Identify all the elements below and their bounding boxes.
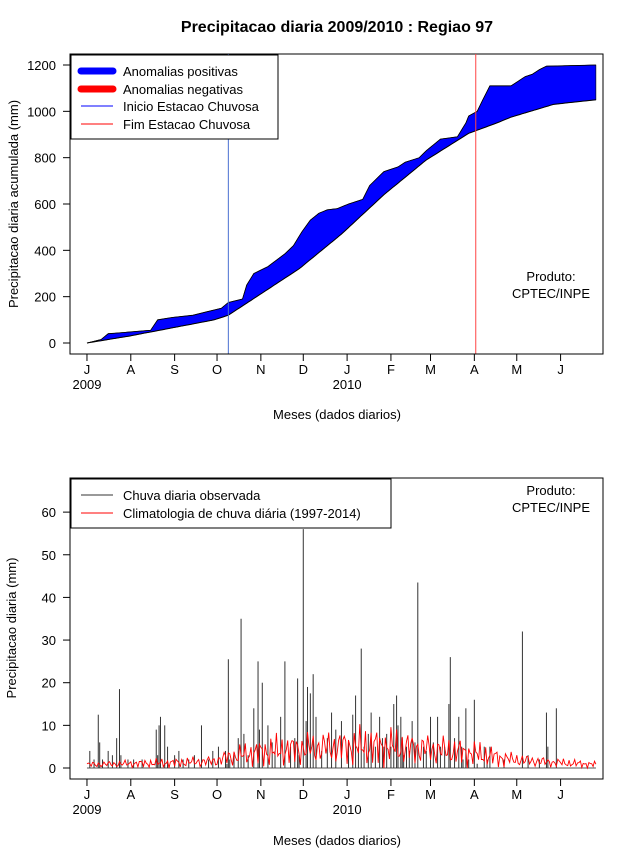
y-axis-1: 0 200 400 600 800 1000 1200 xyxy=(27,58,71,351)
p1-x-tick-label: F xyxy=(387,362,395,377)
chart-title: Precipitacao diaria 2009/2010 : Regiao 9… xyxy=(181,19,493,36)
annotation-produto-2: Produto: xyxy=(526,483,575,498)
y-axis-label-1: Precipitacao diaria acumulada (mm) xyxy=(6,100,21,308)
legend-label-end: Fim Estacao Chuvosa xyxy=(123,117,251,132)
legend-label-climatology: Climatologia de chuva diária (1997-2014) xyxy=(123,506,361,521)
legend-1: Anomalias positivas Anomalias negativas … xyxy=(70,54,279,140)
climatology-cumulative-line xyxy=(86,99,596,344)
p1-x-tick-label: D xyxy=(299,362,308,377)
cumulative-series xyxy=(86,64,597,344)
p2-y-tick-label: 0 xyxy=(49,761,56,776)
p2-x-tick-label: M xyxy=(425,787,436,802)
legend-label-observed: Chuva diaria observada xyxy=(123,488,261,503)
p1-y-tick-label: 200 xyxy=(34,290,56,305)
p2-x-tick-label: O xyxy=(212,787,222,802)
p2-y-tick-label: 10 xyxy=(42,718,56,733)
p2-x-tick-label: A xyxy=(470,787,479,802)
p1-y-tick-label: 1200 xyxy=(27,58,56,73)
p1-y-tick-label: 0 xyxy=(49,336,56,351)
legend-label-start: Inicio Estacao Chuvosa xyxy=(123,99,260,114)
p1-x-tick-label: N xyxy=(256,362,265,377)
annotation-produto-1: Produto: xyxy=(526,269,575,284)
p1-x-tick-label: S xyxy=(170,362,179,377)
p2-x-tick-label: J xyxy=(84,787,91,802)
p2-x-tick-label: M xyxy=(511,787,522,802)
p1-year-label: 2009 xyxy=(73,377,102,392)
p2-x-tick-label: D xyxy=(299,787,308,802)
p1-x-tick-label: M xyxy=(425,362,436,377)
p1-x-tick-label: A xyxy=(470,362,479,377)
p2-year-label: 2010 xyxy=(333,802,362,817)
annotation-cptec-1: CPTEC/INPE xyxy=(512,286,590,301)
p2-y-tick-label: 20 xyxy=(42,676,56,691)
observed-cumulative-line xyxy=(86,64,596,344)
p2-y-tick-label: 30 xyxy=(42,633,56,648)
p1-year-label: 2010 xyxy=(333,377,362,392)
x-axis-label-1: Meses (dados diarios) xyxy=(273,407,401,422)
legend-2: Chuva diaria observada Climatologia de c… xyxy=(70,478,392,529)
p1-y-tick-label: 1000 xyxy=(27,104,56,119)
legend-label-negative: Anomalias negativas xyxy=(123,82,243,97)
p2-x-tick-label: A xyxy=(126,787,135,802)
p2-x-tick-label: N xyxy=(256,787,265,802)
p1-x-tick-label: J xyxy=(84,362,91,377)
climatology-daily-line xyxy=(86,724,597,770)
p1-y-tick-label: 400 xyxy=(34,243,56,258)
p2-year-label: 2009 xyxy=(73,802,102,817)
p1-x-tick-label: O xyxy=(212,362,222,377)
panel-cumulative: Precipitacao diaria 2009/2010 : Regiao 9… xyxy=(6,19,604,422)
p2-x-tick-label: S xyxy=(170,787,179,802)
y-axis-label-2: Precipitacao diaria (mm) xyxy=(4,558,19,699)
legend-box-2 xyxy=(70,478,392,529)
p2-y-tick-label: 50 xyxy=(42,548,56,563)
p2-x-tick-label: J xyxy=(344,787,351,802)
p2-y-tick-label: 40 xyxy=(42,590,56,605)
p1-y-tick-label: 800 xyxy=(34,151,56,166)
daily-series xyxy=(86,529,597,770)
p1-x-tick-label: A xyxy=(126,362,135,377)
annotation-cptec-2: CPTEC/INPE xyxy=(512,500,590,515)
legend-label-positive: Anomalias positivas xyxy=(123,64,238,79)
p2-x-tick-label: F xyxy=(387,787,395,802)
p2-x-tick-label: J xyxy=(557,787,564,802)
p1-y-tick-label: 600 xyxy=(34,197,56,212)
p2-y-tick-label: 60 xyxy=(42,505,56,520)
p1-x-tick-label: J xyxy=(557,362,564,377)
p1-x-tick-label: M xyxy=(511,362,522,377)
y-axis-2: 0 10 20 30 40 50 60 xyxy=(42,505,71,776)
p1-x-tick-label: J xyxy=(344,362,351,377)
x-axis-label-2: Meses (dados diarios) xyxy=(273,833,401,848)
